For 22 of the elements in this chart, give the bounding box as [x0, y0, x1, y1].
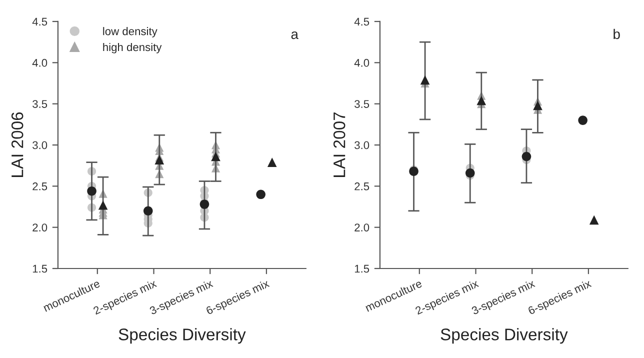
annotation: a: [291, 31, 298, 40]
y-tick-label: 2.0: [32, 224, 48, 232]
y-tick-label: 3.5: [32, 100, 48, 108]
annotation: b: [614, 28, 620, 40]
legend-label: low density: [103, 27, 158, 38]
y-tick-label: 4.5: [354, 18, 370, 26]
y-axis-title: LAI 2007: [333, 112, 346, 177]
y-tick-label: 2.5: [32, 182, 48, 190]
y-axis-title: LAI 2006: [11, 112, 24, 177]
x-axis-title: Species Diversity: [440, 328, 568, 344]
y-tick-label: 4.0: [354, 58, 370, 67]
y-tick-label: 2.0: [354, 224, 370, 232]
y-tick-label: 2.5: [354, 182, 370, 190]
y-tick-label: 4.0: [32, 58, 48, 67]
y-tick-label: 3.5: [354, 100, 370, 108]
x-axis-title: Species Diversity: [118, 328, 246, 344]
y-tick-label: 3.0: [32, 141, 48, 150]
y-tick-label: 3.0: [354, 141, 370, 150]
y-tick-label: 4.5: [32, 18, 48, 26]
legend-label: high density: [103, 42, 162, 54]
y-tick-label: 1.5: [354, 264, 370, 273]
y-tick-label: 1.5: [32, 264, 48, 273]
